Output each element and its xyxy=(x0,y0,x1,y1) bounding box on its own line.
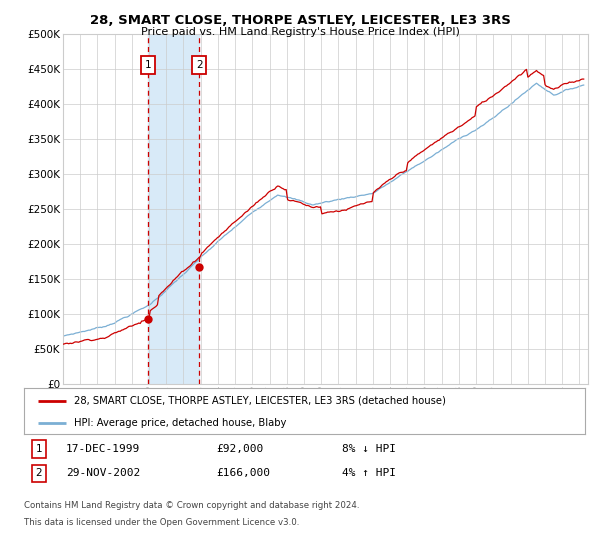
Text: 8% ↓ HPI: 8% ↓ HPI xyxy=(342,444,396,454)
Bar xyxy=(148,34,199,384)
Text: HPI: Average price, detached house, Blaby: HPI: Average price, detached house, Blab… xyxy=(74,418,287,427)
Text: 28, SMART CLOSE, THORPE ASTLEY, LEICESTER, LE3 3RS (detached house): 28, SMART CLOSE, THORPE ASTLEY, LEICESTE… xyxy=(74,396,446,406)
Text: This data is licensed under the Open Government Licence v3.0.: This data is licensed under the Open Gov… xyxy=(24,518,299,527)
Text: 29-NOV-2002: 29-NOV-2002 xyxy=(66,468,140,478)
Text: 2: 2 xyxy=(35,468,43,478)
Text: £166,000: £166,000 xyxy=(216,468,270,478)
Text: 4% ↑ HPI: 4% ↑ HPI xyxy=(342,468,396,478)
Text: Price paid vs. HM Land Registry's House Price Index (HPI): Price paid vs. HM Land Registry's House … xyxy=(140,27,460,37)
Text: 17-DEC-1999: 17-DEC-1999 xyxy=(66,444,140,454)
Text: £92,000: £92,000 xyxy=(216,444,263,454)
Text: 28, SMART CLOSE, THORPE ASTLEY, LEICESTER, LE3 3RS: 28, SMART CLOSE, THORPE ASTLEY, LEICESTE… xyxy=(89,14,511,27)
Text: 1: 1 xyxy=(35,444,43,454)
Text: 1: 1 xyxy=(145,60,152,70)
Text: Contains HM Land Registry data © Crown copyright and database right 2024.: Contains HM Land Registry data © Crown c… xyxy=(24,501,359,510)
Text: 2: 2 xyxy=(196,60,203,70)
